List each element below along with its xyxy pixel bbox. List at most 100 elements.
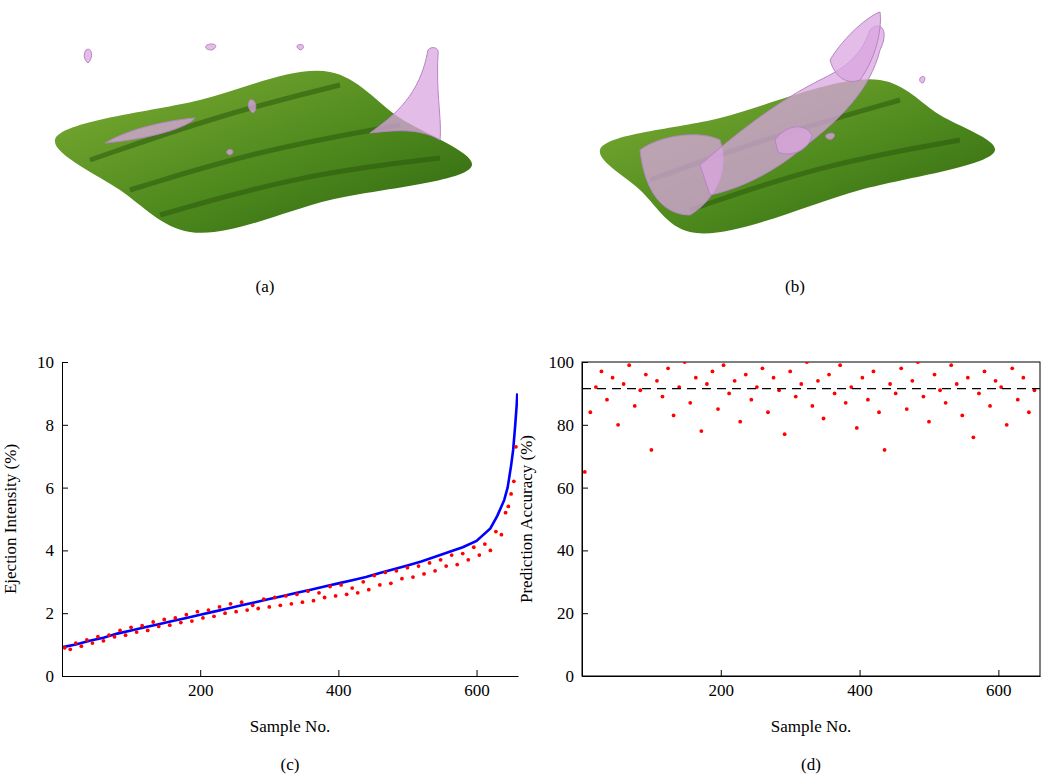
data-point [212, 614, 216, 618]
tick-label: 60 [557, 479, 574, 498]
data-point [633, 404, 637, 408]
data-point [588, 410, 592, 414]
tick-label: 40 [557, 541, 574, 560]
data-point [273, 596, 277, 600]
data-point [605, 398, 609, 402]
tick-mark [998, 670, 999, 676]
data-point [916, 362, 920, 364]
data-point [328, 585, 332, 589]
data-point [694, 376, 698, 380]
data-point [240, 600, 244, 604]
vortex-structure [84, 49, 91, 63]
data-point [611, 376, 615, 380]
data-point [894, 392, 898, 396]
data-point [433, 569, 437, 573]
data-point [345, 592, 349, 596]
tick-mark [338, 670, 339, 676]
tick-mark [62, 550, 68, 551]
data-point [68, 647, 72, 651]
data-point [504, 511, 508, 515]
data-point [509, 492, 513, 496]
data-point [124, 633, 128, 637]
data-point [218, 605, 222, 609]
data-point [512, 479, 516, 483]
tick: 400 [847, 670, 873, 700]
data-point [966, 376, 970, 380]
data-point [173, 616, 177, 620]
tick: 4 [46, 541, 69, 560]
data-point [428, 561, 432, 565]
data-point [91, 641, 95, 645]
data-point [883, 448, 887, 452]
axis: 200400600 [583, 670, 1041, 700]
data-point [500, 533, 504, 537]
data-point [356, 591, 360, 595]
vortex-structure [206, 44, 216, 50]
tick-mark [62, 362, 68, 363]
data-point [888, 382, 892, 386]
data-point [772, 376, 776, 380]
data-point [1021, 376, 1025, 380]
data-point [688, 401, 692, 405]
data-point [107, 633, 111, 637]
data-point [85, 638, 89, 642]
tick-label: 20 [557, 604, 574, 623]
data-point [472, 545, 476, 549]
data-point [616, 423, 620, 427]
data-point [229, 602, 233, 606]
data-point [162, 618, 166, 622]
image-b [600, 12, 995, 233]
panel-caption: (b) [785, 277, 805, 296]
data-point [168, 623, 172, 627]
data-point [367, 588, 371, 592]
vortex-structure [826, 133, 835, 139]
tick-mark [477, 670, 478, 676]
tick-mark [582, 488, 588, 489]
vortex-structure [105, 118, 195, 143]
data-point [422, 572, 426, 576]
data-point [910, 379, 914, 383]
data-point [949, 363, 953, 367]
data-point [477, 553, 481, 557]
data-point [151, 620, 155, 624]
tick-mark [721, 670, 722, 676]
data-point [583, 470, 587, 474]
data-point [960, 413, 964, 417]
tick-mark [62, 425, 68, 426]
data-point [317, 591, 321, 595]
data-point [683, 362, 687, 364]
data-point [113, 635, 117, 639]
data-point [157, 624, 161, 628]
data-point [395, 569, 399, 573]
tick-label: 4 [46, 541, 55, 560]
data-point [988, 404, 992, 408]
x-axis-title: Sample No. [771, 717, 851, 736]
data-point [1016, 398, 1020, 402]
vortex-structure [297, 44, 304, 50]
data-point [805, 362, 809, 364]
tick: 80 [557, 416, 588, 435]
data-point [905, 407, 909, 411]
data-point [844, 401, 848, 405]
data-point [179, 621, 183, 625]
data-point [262, 597, 266, 601]
data-point [223, 611, 227, 615]
data-point [927, 420, 931, 424]
data-point [761, 366, 765, 370]
surface-ridge [160, 158, 440, 215]
data-point [638, 388, 642, 392]
data-point [461, 552, 465, 556]
data-point [400, 577, 404, 581]
data-point [733, 379, 737, 383]
tick: 0 [46, 667, 69, 686]
y-axis-title: Prediction Accuracy (%) [517, 435, 536, 603]
tick-label: 0 [46, 667, 55, 686]
data-point [705, 382, 709, 386]
tick: 20 [557, 604, 588, 623]
tick: 200 [188, 670, 214, 700]
vortex-structure [227, 150, 233, 155]
data-point [383, 570, 387, 574]
vortex-structure [370, 48, 440, 140]
y-axis-title: Ejection Intensity (%) [1, 444, 20, 594]
tick: 200 [709, 670, 735, 700]
